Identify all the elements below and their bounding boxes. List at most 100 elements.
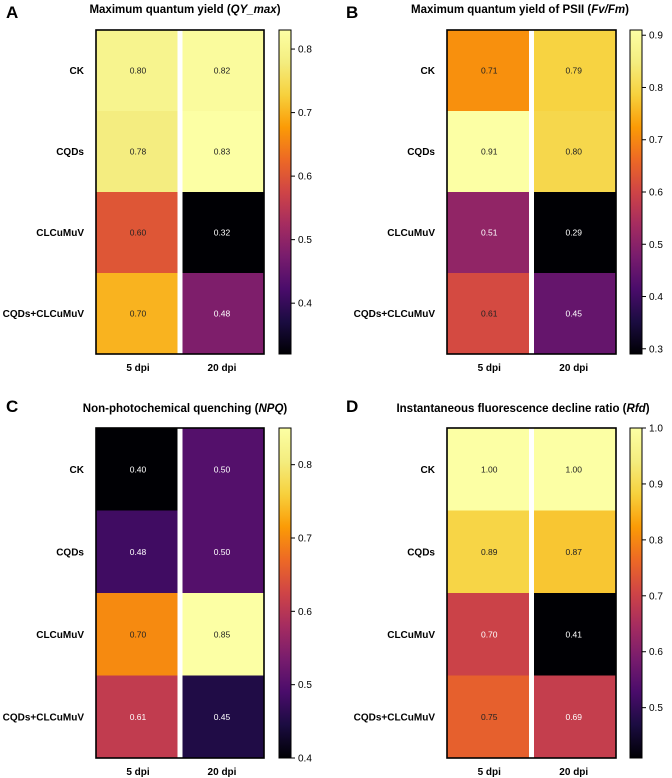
- heatmap-cell: [180, 273, 265, 355]
- heatmap-cell: [96, 428, 181, 511]
- heatmap-panel-c: C Non-photochemical quenching (NPQ) 0.40 0.…: [3, 397, 313, 778]
- cell-value-label: 0.32: [214, 228, 231, 238]
- heatmap-cell: [180, 111, 265, 193]
- title-prefix: Instantaneous fluorescence decline ratio…: [396, 403, 626, 415]
- title-prefix: Non-photochemical quenching (: [83, 403, 259, 415]
- panel-letter: D: [346, 397, 358, 416]
- heatmap-cell: [180, 192, 265, 274]
- colorbar-tick-label: 0.4: [298, 299, 312, 310]
- row-label: CQDs+CLCuMuV: [3, 309, 85, 320]
- heatmap-cell: [447, 675, 532, 759]
- heatmap-cell: [447, 593, 532, 676]
- heatmap-cell: [180, 510, 265, 594]
- column-label: 20 dpi: [559, 767, 588, 778]
- colorbar-tick-label: 0.9: [649, 479, 663, 490]
- row-label: CK: [421, 465, 436, 476]
- colorbar-tick-label: 0.7: [649, 591, 663, 602]
- colorbar: [629, 427, 643, 759]
- heatmap-cell: [96, 675, 181, 759]
- heatmap-cell: [180, 428, 265, 511]
- title-italic: Fv/Fm: [591, 4, 625, 16]
- cell-value-label: 0.45: [214, 712, 231, 722]
- panel-title: Maximum quantum yield (QY_max): [89, 4, 280, 16]
- colorbar-tick-label: 0.5: [298, 235, 312, 246]
- heatmap-cell: [531, 510, 617, 594]
- heatmap-frame: [95, 29, 265, 355]
- colorbar-tick-label: 0.8: [298, 460, 312, 471]
- heatmap-cell: [180, 593, 265, 676]
- title-suffix: ): [283, 403, 287, 415]
- cell-value-label: 0.61: [481, 309, 498, 319]
- heatmap-cell: [96, 510, 181, 594]
- cell-value-label: 0.41: [565, 629, 582, 639]
- colorbar-tick-label: 0.5: [649, 240, 663, 251]
- column-label: 5 dpi: [126, 363, 150, 374]
- cell-value-label: 0.61: [130, 712, 147, 722]
- colorbar-tick-label: 1.0: [649, 424, 663, 435]
- row-label: CQDs: [56, 147, 84, 158]
- cell-value-label: 0.48: [214, 309, 231, 319]
- cell-value-label: 0.50: [214, 464, 231, 474]
- colorbar-tick-label: 0.7: [298, 108, 312, 119]
- heatmap-cell: [531, 675, 617, 759]
- colorbar-tick-label: 0.7: [649, 135, 663, 146]
- colorbar-tick-label: 0.5: [649, 703, 663, 714]
- row-label: CLCuMuV: [387, 630, 435, 641]
- row-label: CQDs+CLCuMuV: [354, 712, 436, 723]
- column-label: 20 dpi: [559, 363, 588, 374]
- cell-value-label: 0.51: [481, 228, 498, 238]
- heatmap-cell: [96, 111, 181, 193]
- cell-value-label: 0.40: [130, 464, 147, 474]
- cell-value-label: 0.79: [565, 66, 582, 76]
- heatmap-frame: [446, 427, 617, 759]
- cell-value-label: 0.70: [130, 309, 147, 319]
- heatmap-cell: [531, 30, 617, 112]
- colorbar-tick-label: 0.6: [298, 172, 312, 183]
- panel-letter: A: [6, 3, 18, 22]
- column-label: 20 dpi: [208, 363, 237, 374]
- row-label: CK: [70, 465, 85, 476]
- row-label: CQDs: [407, 547, 435, 558]
- colorbar-tick-label: 0.4: [649, 292, 663, 303]
- row-label: CLCuMuV: [36, 228, 84, 239]
- row-label: CQDs+CLCuMuV: [354, 309, 436, 320]
- heatmap-panel-b: B Maximum quantum yield of PSII (Fv/Fm) 0.…: [346, 3, 663, 374]
- panel-title: Non-photochemical quenching (NPQ): [83, 403, 288, 415]
- title-suffix: ): [277, 4, 281, 16]
- cell-value-label: 0.80: [130, 66, 147, 76]
- colorbar-tick-label: 0.3: [649, 344, 663, 355]
- heatmap-cell: [531, 428, 617, 511]
- row-label: CK: [70, 66, 85, 77]
- cell-value-label: 0.87: [565, 547, 582, 557]
- heatmap-cell: [447, 510, 532, 594]
- heatmap-cell: [96, 30, 181, 112]
- panel-letter: B: [346, 3, 358, 22]
- title-prefix: Maximum quantum yield of PSII (: [411, 4, 591, 16]
- cell-value-label: 0.50: [214, 547, 231, 557]
- row-label: CQDs: [56, 547, 84, 558]
- cell-value-label: 0.89: [481, 547, 498, 557]
- column-label: 5 dpi: [126, 767, 150, 778]
- colorbar: [278, 29, 292, 355]
- heatmap-panel-d: D Instantaneous fluorescence decline rati…: [346, 397, 663, 778]
- title-italic: QY_max: [231, 4, 278, 16]
- column-label: 20 dpi: [208, 767, 237, 778]
- colorbar: [278, 427, 292, 759]
- heatmap-panel-a: A Maximum quantum yield (QY_max)0.80 0.820…: [3, 3, 313, 374]
- heatmap-cell: [447, 111, 532, 193]
- row-label: CK: [421, 66, 436, 77]
- row-label: CQDs: [407, 147, 435, 158]
- cell-value-label: 0.91: [481, 147, 498, 157]
- cell-value-label: 0.69: [565, 712, 582, 722]
- colorbar-tick-label: 0.9: [649, 31, 663, 42]
- colorbar: [629, 29, 643, 355]
- heatmap-cell: [447, 428, 532, 511]
- heatmap-cell: [180, 30, 265, 112]
- colorbar-tick-label: 0.8: [649, 535, 663, 546]
- heatmap-frame: [95, 427, 265, 759]
- panel-title: Instantaneous fluorescence decline ratio…: [396, 403, 649, 415]
- heatmap-cell: [531, 111, 617, 193]
- cell-value-label: 0.71: [481, 66, 498, 76]
- cell-value-label: 0.48: [130, 547, 147, 557]
- cell-value-label: 1.00: [481, 464, 498, 474]
